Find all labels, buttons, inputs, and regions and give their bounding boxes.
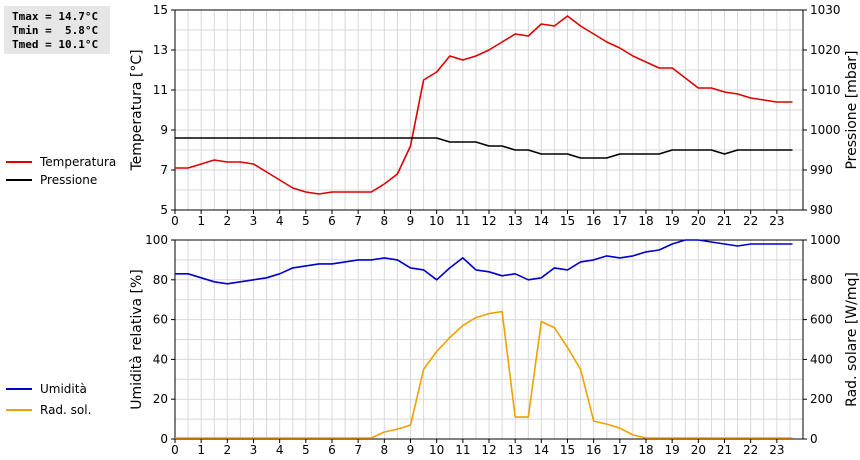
y2-tick-label: 1030 (810, 3, 841, 17)
x-tick-label: 15 (560, 214, 575, 228)
tmin-stat: Tmin = 5.8°C (12, 24, 99, 37)
x-tick-label: 7 (354, 214, 362, 228)
y-tick-label: 0 (160, 432, 168, 446)
legend-item-rad-sol: Rad. sol. (6, 401, 166, 419)
x-tick-label: 5 (302, 443, 310, 457)
y-tick-label: 20 (153, 392, 168, 406)
y2-axis-label: Pressione [mbar] (844, 50, 860, 169)
tmed-stat: Tmed = 10.1°C (12, 38, 99, 51)
x-tick-label: 8 (381, 443, 389, 457)
x-tick-label: 1 (197, 214, 205, 228)
y2-tick-label: 980 (810, 203, 833, 217)
x-tick-label: 1 (197, 443, 205, 457)
y-axis-label: Temperatura [°C] (129, 49, 145, 171)
series-line-umidit (175, 239, 793, 285)
x-tick-label: 8 (381, 214, 389, 228)
legend-item-pressione: Pressione (6, 171, 166, 189)
x-tick-label: 3 (250, 443, 258, 457)
x-tick-label: 0 (171, 443, 179, 457)
legend-label-pressione: Pressione (40, 173, 98, 187)
x-tick-label: 18 (638, 214, 653, 228)
y-tick-label: 13 (153, 43, 168, 57)
x-tick-label: 23 (769, 443, 784, 457)
y2-tick-label: 990 (810, 163, 833, 177)
x-tick-label: 2 (224, 214, 232, 228)
x-tick-label: 6 (328, 214, 336, 228)
legend-swatch-rad-sol (6, 409, 32, 411)
x-tick-label: 17 (612, 214, 627, 228)
legend-swatch-pressione (6, 179, 32, 181)
x-tick-label: 16 (586, 214, 601, 228)
series-line-pressione (175, 137, 793, 159)
x-tick-label: 21 (717, 214, 732, 228)
y2-axis-label: Rad. solare [W/mq] (844, 272, 860, 407)
x-tick-label: 4 (276, 443, 284, 457)
y2-tick-label: 200 (810, 392, 833, 406)
x-tick-label: 9 (407, 443, 415, 457)
x-tick-label: 12 (481, 214, 496, 228)
legend-item-temperatura: Temperatura (6, 153, 166, 171)
stats-box: Tmax = 14.7°C Tmin = 5.8°C Tmed = 10.1°C (4, 6, 110, 54)
x-tick-label: 15 (560, 443, 575, 457)
x-tick-label: 19 (665, 443, 680, 457)
x-tick-label: 14 (534, 214, 549, 228)
x-tick-label: 11 (455, 214, 470, 228)
x-tick-label: 11 (455, 443, 470, 457)
x-tick-label: 23 (769, 214, 784, 228)
x-tick-label: 5 (302, 214, 310, 228)
y2-tick-label: 800 (810, 273, 833, 287)
y2-tick-label: 1010 (810, 83, 841, 97)
y2-tick-label: 1000 (810, 123, 841, 137)
y-tick-label: 80 (153, 273, 168, 287)
x-tick-label: 20 (691, 214, 706, 228)
x-tick-label: 2 (224, 443, 232, 457)
x-tick-label: 21 (717, 443, 732, 457)
y-tick-label: 60 (153, 313, 168, 327)
tmax-stat: Tmax = 14.7°C (12, 10, 99, 23)
y-tick-label: 100 (145, 233, 168, 247)
x-tick-label: 22 (743, 443, 758, 457)
x-tick-label: 19 (665, 214, 680, 228)
legend-label-rad-sol: Rad. sol. (40, 403, 92, 417)
y-tick-label: 9 (160, 123, 168, 137)
x-tick-label: 18 (638, 443, 653, 457)
legend-label-temperatura: Temperatura (40, 155, 117, 169)
y2-tick-label: 600 (810, 313, 833, 327)
y-tick-label: 5 (160, 203, 168, 217)
y2-tick-label: 1000 (810, 233, 841, 247)
x-tick-label: 13 (508, 443, 523, 457)
x-tick-label: 17 (612, 443, 627, 457)
x-tick-label: 7 (354, 443, 362, 457)
y-axis-label: Umidità relativa [%] (129, 269, 145, 410)
legend-swatch-temperatura (6, 161, 32, 163)
x-tick-label: 12 (481, 443, 496, 457)
x-tick-label: 10 (429, 443, 444, 457)
y2-tick-label: 0 (810, 432, 818, 446)
y-tick-label: 7 (160, 163, 168, 177)
series-line-temperatura (175, 15, 793, 195)
legend-label-umidita: Umidità (40, 382, 87, 396)
x-tick-label: 13 (508, 214, 523, 228)
x-tick-label: 20 (691, 443, 706, 457)
x-tick-label: 3 (250, 214, 258, 228)
y2-tick-label: 1020 (810, 43, 841, 57)
x-tick-label: 0 (171, 214, 179, 228)
x-tick-label: 9 (407, 214, 415, 228)
y-tick-label: 15 (153, 3, 168, 17)
legend-swatch-umidita (6, 388, 32, 390)
x-tick-label: 22 (743, 214, 758, 228)
series-line-rad-sol (175, 310, 793, 439)
x-tick-label: 16 (586, 443, 601, 457)
y-tick-label: 40 (153, 352, 168, 366)
legend-item-umidita: Umidità (6, 380, 166, 398)
y2-tick-label: 400 (810, 352, 833, 366)
y-tick-label: 11 (153, 83, 168, 97)
x-tick-label: 4 (276, 214, 284, 228)
x-tick-label: 14 (534, 443, 549, 457)
x-tick-label: 10 (429, 214, 444, 228)
x-tick-label: 6 (328, 443, 336, 457)
